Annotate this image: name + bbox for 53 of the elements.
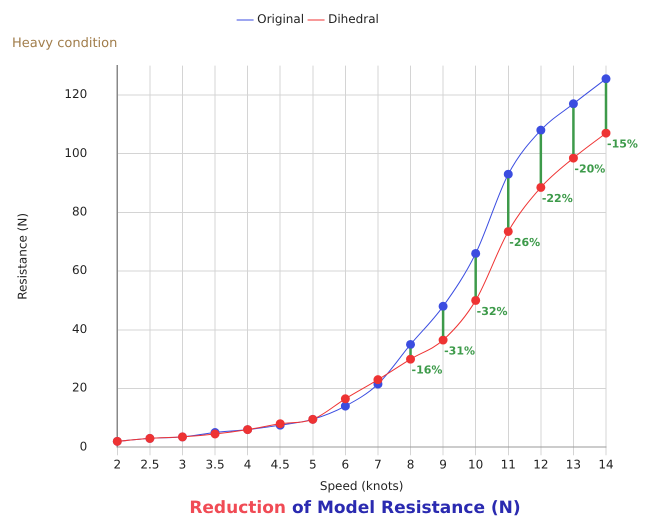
point bbox=[340, 394, 350, 404]
annotation: -22% bbox=[542, 192, 573, 205]
y-tick-label: 20 bbox=[72, 380, 88, 395]
x-tick-label: 11 bbox=[500, 458, 516, 472]
x-tick-label: 12 bbox=[533, 458, 548, 472]
x-tick-label: 9 bbox=[439, 458, 447, 472]
x-tick-label: 13 bbox=[566, 458, 582, 472]
y-tick-label: 80 bbox=[72, 204, 88, 218]
point bbox=[536, 182, 546, 192]
x-tick-label: 3 bbox=[178, 458, 186, 472]
y-tick-label: 120 bbox=[64, 87, 88, 102]
x-tick-label: 2.5 bbox=[140, 458, 160, 472]
annotation: -16% bbox=[412, 364, 442, 376]
point bbox=[340, 402, 350, 411]
text: Reduction of Model Resistance (N) bbox=[189, 498, 521, 518]
annotation: -26% bbox=[509, 236, 540, 249]
annotation: -32% bbox=[476, 304, 508, 318]
point bbox=[438, 336, 448, 345]
legend-label: Dihedral bbox=[328, 12, 379, 26]
annotation: -31% bbox=[444, 344, 476, 358]
point bbox=[373, 375, 382, 384]
legend-label: Original bbox=[257, 12, 304, 26]
y-tick-label: 100 bbox=[64, 146, 88, 160]
x-tick-label: 6 bbox=[342, 458, 350, 472]
annotation: -20% bbox=[574, 162, 606, 176]
x-tick-label: 5 bbox=[308, 458, 317, 472]
point bbox=[471, 296, 480, 305]
point bbox=[602, 74, 610, 84]
x-tick-label: 8 bbox=[406, 458, 414, 472]
x-tick-label: 4.5 bbox=[270, 458, 290, 472]
point bbox=[568, 154, 578, 163]
point bbox=[568, 99, 578, 108]
point bbox=[438, 302, 448, 311]
x-tick-label: 7 bbox=[374, 458, 382, 472]
point bbox=[504, 170, 513, 179]
point bbox=[406, 340, 416, 349]
point bbox=[406, 354, 416, 364]
y-tick-label: 0 bbox=[80, 439, 88, 454]
x-tick-label: 3.5 bbox=[205, 458, 225, 472]
y-axis-title: Resistance (N) bbox=[15, 212, 30, 300]
x-tick-label: 14 bbox=[598, 458, 614, 472]
point bbox=[504, 226, 513, 236]
x-axis-title: Speed (knots) bbox=[320, 478, 404, 493]
point bbox=[471, 248, 480, 258]
point bbox=[602, 128, 610, 138]
x-tick-label: 10 bbox=[468, 458, 484, 472]
x-tick-label: 4 bbox=[244, 458, 252, 472]
point bbox=[536, 126, 546, 135]
y-tick-label: 40 bbox=[72, 322, 88, 336]
x-tick-label: 2 bbox=[113, 458, 122, 472]
y-tick-label: 60 bbox=[72, 263, 88, 278]
annotation: -15% bbox=[607, 137, 638, 150]
chart-subtitle: Heavy condition bbox=[12, 36, 118, 52]
